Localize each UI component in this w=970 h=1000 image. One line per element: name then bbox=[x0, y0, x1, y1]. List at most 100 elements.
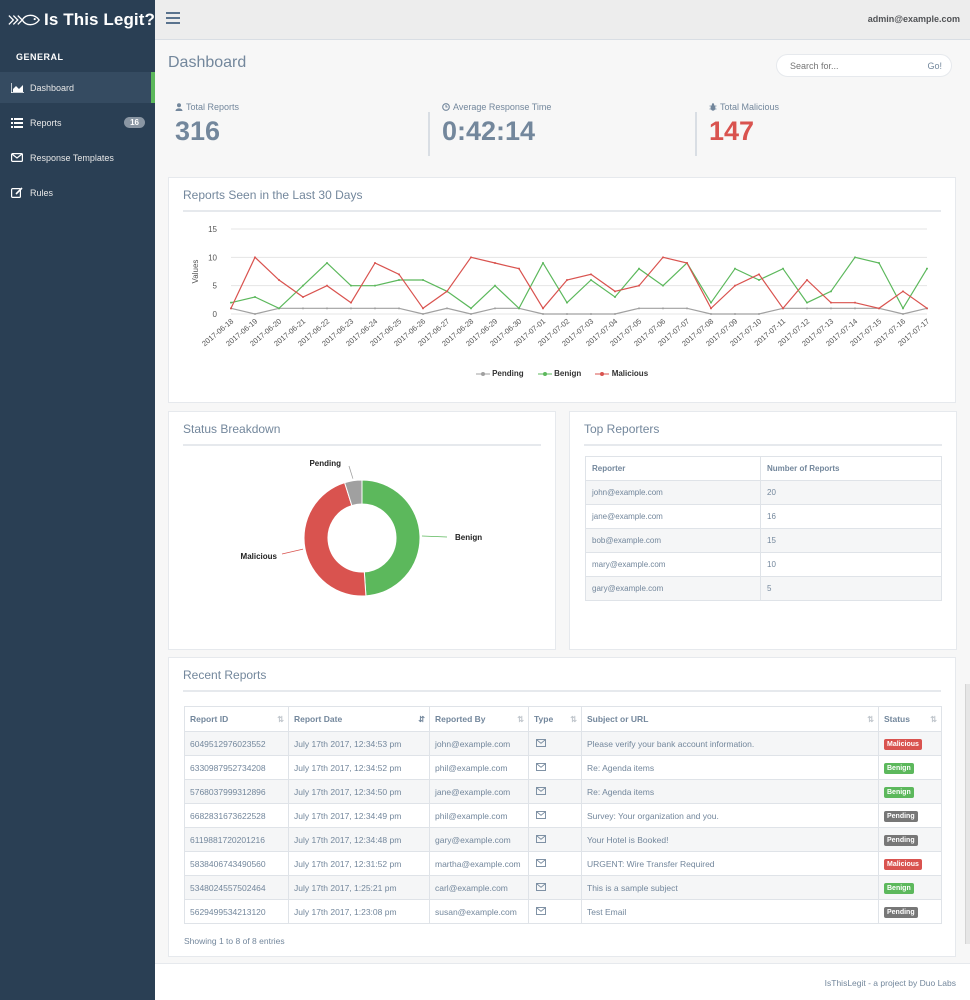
data-point-pending[interactable] bbox=[302, 307, 304, 310]
data-point-benign[interactable] bbox=[854, 256, 856, 259]
data-point-benign[interactable] bbox=[542, 262, 544, 264]
donut-slice-malicious[interactable] bbox=[303, 482, 367, 597]
data-point-pending[interactable] bbox=[638, 307, 640, 310]
column-header-report-id[interactable]: Report ID ⇅ bbox=[184, 706, 289, 732]
data-point-pending[interactable] bbox=[254, 313, 256, 315]
data-point-malicious[interactable] bbox=[614, 290, 616, 293]
table-row[interactable]: 6330987952734208 July 17th 2017, 12:34:52… bbox=[184, 755, 942, 780]
data-point-benign[interactable] bbox=[782, 267, 784, 270]
data-point-pending[interactable] bbox=[374, 307, 376, 310]
data-point-benign[interactable] bbox=[566, 301, 568, 304]
data-point-benign[interactable] bbox=[590, 279, 592, 281]
data-point-pending[interactable] bbox=[422, 313, 424, 315]
data-point-benign[interactable] bbox=[638, 267, 640, 270]
data-point-pending[interactable] bbox=[806, 307, 808, 310]
table-row[interactable]: 5629499534213120 July 17th 2017, 1:23:08 … bbox=[184, 899, 942, 924]
legend-benign[interactable]: Benign bbox=[537, 369, 581, 378]
data-point-malicious[interactable] bbox=[926, 307, 928, 310]
data-point-malicious[interactable] bbox=[398, 273, 400, 276]
column-header-reported-by[interactable]: Reported By ⇅ bbox=[429, 706, 529, 732]
data-point-benign[interactable] bbox=[758, 279, 760, 281]
data-point-pending[interactable] bbox=[494, 307, 496, 310]
data-point-malicious[interactable] bbox=[806, 279, 808, 281]
data-point-pending[interactable] bbox=[398, 307, 400, 310]
data-point-malicious[interactable] bbox=[302, 296, 304, 298]
table-row[interactable]: 5768037999312896 July 17th 2017, 12:34:50… bbox=[184, 779, 942, 804]
data-point-benign[interactable] bbox=[230, 301, 232, 304]
data-point-pending[interactable] bbox=[902, 313, 904, 315]
data-point-pending[interactable] bbox=[710, 313, 712, 315]
data-point-pending[interactable] bbox=[446, 307, 448, 310]
table-row[interactable]: 5348024557502464 July 17th 2017, 1:25:21 … bbox=[184, 875, 942, 900]
data-point-benign[interactable] bbox=[350, 284, 352, 287]
column-header-status[interactable]: Status ⇅ bbox=[878, 706, 942, 732]
data-point-benign[interactable] bbox=[374, 284, 376, 287]
data-point-malicious[interactable] bbox=[326, 284, 328, 287]
data-point-benign[interactable] bbox=[254, 296, 256, 298]
data-point-benign[interactable] bbox=[734, 267, 736, 270]
donut-slice-benign[interactable] bbox=[361, 479, 421, 597]
data-point-pending[interactable] bbox=[542, 313, 544, 315]
data-point-benign[interactable] bbox=[302, 284, 304, 287]
column-header-report-date[interactable]: Report Date ⇵ bbox=[288, 706, 430, 732]
data-point-pending[interactable] bbox=[590, 313, 592, 315]
data-point-malicious[interactable] bbox=[254, 256, 256, 259]
data-point-benign[interactable] bbox=[398, 279, 400, 281]
data-point-pending[interactable] bbox=[854, 307, 856, 310]
data-point-malicious[interactable] bbox=[662, 256, 664, 259]
data-point-benign[interactable] bbox=[422, 279, 424, 281]
data-point-pending[interactable] bbox=[734, 313, 736, 315]
data-point-malicious[interactable] bbox=[854, 301, 856, 304]
data-point-pending[interactable] bbox=[614, 313, 616, 315]
data-point-benign[interactable] bbox=[710, 301, 712, 304]
column-header-type[interactable]: Type ⇅ bbox=[528, 706, 582, 732]
menu-toggle-icon[interactable] bbox=[166, 12, 180, 24]
data-point-malicious[interactable] bbox=[590, 273, 592, 276]
data-point-malicious[interactable] bbox=[422, 307, 424, 310]
data-point-benign[interactable] bbox=[494, 284, 496, 287]
data-point-malicious[interactable] bbox=[494, 262, 496, 264]
data-point-malicious[interactable] bbox=[878, 307, 880, 310]
data-point-malicious[interactable] bbox=[230, 307, 232, 310]
table-row[interactable]: 6119881720201216 July 17th 2017, 12:34:48… bbox=[184, 827, 942, 852]
data-point-benign[interactable] bbox=[806, 301, 808, 304]
data-point-malicious[interactable] bbox=[734, 284, 736, 287]
legend-pending[interactable]: Pending bbox=[475, 369, 524, 378]
data-point-malicious[interactable] bbox=[278, 279, 280, 281]
table-row[interactable]: 5838406743490560 July 17th 2017, 12:31:52… bbox=[184, 851, 942, 876]
data-point-benign[interactable] bbox=[902, 307, 904, 310]
data-point-benign[interactable] bbox=[662, 284, 664, 287]
data-point-benign[interactable] bbox=[926, 267, 928, 270]
data-point-pending[interactable] bbox=[566, 313, 568, 315]
legend-malicious[interactable]: Malicious bbox=[595, 369, 648, 378]
data-point-benign[interactable] bbox=[278, 307, 280, 310]
data-point-malicious[interactable] bbox=[710, 307, 712, 310]
data-point-malicious[interactable] bbox=[446, 290, 448, 293]
search-input[interactable] bbox=[777, 60, 907, 71]
data-point-malicious[interactable] bbox=[902, 290, 904, 293]
data-point-benign[interactable] bbox=[470, 307, 472, 310]
user-menu[interactable]: admin@example.com bbox=[867, 14, 960, 24]
data-point-malicious[interactable] bbox=[542, 307, 544, 310]
sidebar-item-response-templates[interactable]: Response Templates bbox=[0, 142, 155, 173]
data-point-malicious[interactable] bbox=[782, 307, 784, 310]
data-point-malicious[interactable] bbox=[686, 262, 688, 264]
data-point-benign[interactable] bbox=[614, 296, 616, 298]
data-point-benign[interactable] bbox=[830, 290, 832, 293]
data-point-malicious[interactable] bbox=[518, 267, 520, 270]
data-point-benign[interactable] bbox=[518, 307, 520, 310]
sidebar-item-dashboard[interactable]: Dashboard bbox=[0, 72, 155, 103]
data-point-malicious[interactable] bbox=[350, 301, 352, 304]
data-point-benign[interactable] bbox=[878, 262, 880, 264]
data-point-benign[interactable] bbox=[326, 262, 328, 264]
brand[interactable]: Is This Legit? bbox=[0, 0, 155, 40]
data-point-pending[interactable] bbox=[326, 307, 328, 310]
table-row[interactable]: 6049512976023552 July 17th 2017, 12:34:53… bbox=[184, 731, 942, 756]
data-point-malicious[interactable] bbox=[830, 301, 832, 304]
search-go-button[interactable]: Go! bbox=[927, 60, 942, 71]
data-point-malicious[interactable] bbox=[566, 279, 568, 281]
data-point-pending[interactable] bbox=[470, 313, 472, 315]
data-point-malicious[interactable] bbox=[758, 273, 760, 276]
table-row[interactable]: 6682831673622528 July 17th 2017, 12:34:49… bbox=[184, 803, 942, 828]
data-point-pending[interactable] bbox=[686, 307, 688, 310]
